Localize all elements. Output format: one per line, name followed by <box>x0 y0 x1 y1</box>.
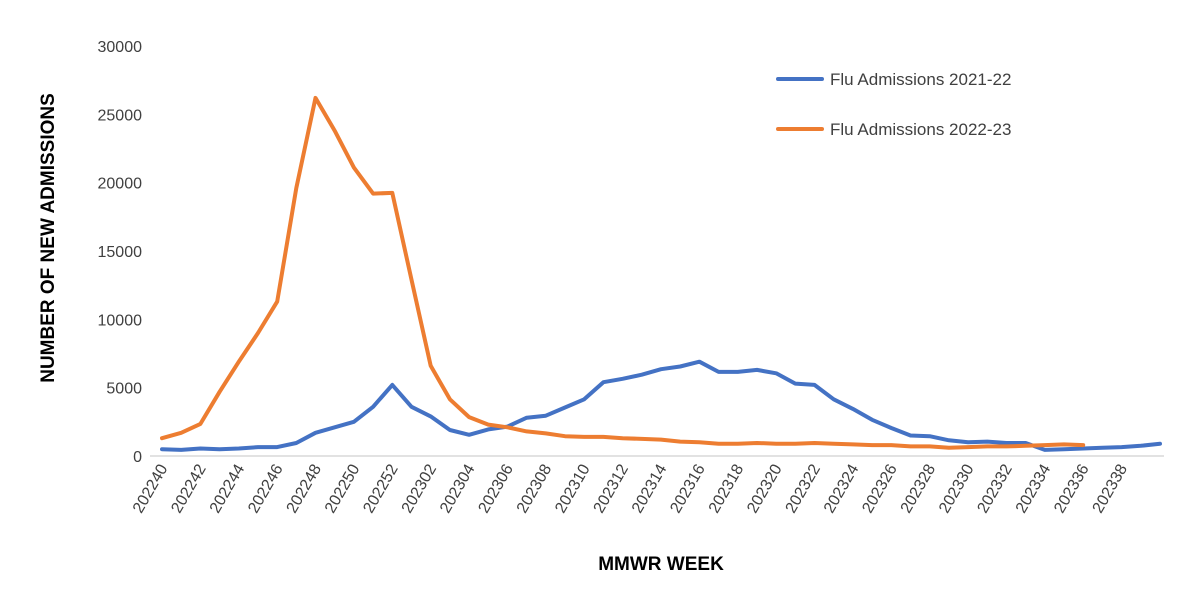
x-tick-label: 202304 <box>437 461 478 516</box>
series-line-2 <box>160 95 1086 450</box>
series-line-1 <box>160 359 1162 452</box>
x-tick-label: 202326 <box>859 461 900 516</box>
x-tick-label: 202308 <box>514 461 555 516</box>
x-tick-label: 202324 <box>821 461 862 516</box>
x-axis-ticks: 2022402022422022442022462022482022502022… <box>130 461 1131 516</box>
x-tick-label: 202312 <box>591 461 632 516</box>
x-tick-label: 202316 <box>667 461 708 516</box>
y-axis-ticks: 0 5000 10000 15000 20000 25000 30000 <box>98 39 143 466</box>
x-tick-label: 202328 <box>898 461 939 516</box>
x-tick-label: 202314 <box>629 461 670 516</box>
x-tick-label: 202322 <box>783 461 824 516</box>
legend-label-1: Flu Admissions 2021-22 <box>830 70 1011 89</box>
y-tick-label: 15000 <box>98 244 143 261</box>
x-tick-label: 202330 <box>936 461 977 516</box>
x-tick-label: 202332 <box>975 461 1016 516</box>
x-tick-label: 202334 <box>1013 461 1054 516</box>
y-tick-label: 10000 <box>98 312 143 329</box>
x-tick-label: 202310 <box>552 461 593 516</box>
x-tick-label: 202302 <box>399 461 440 516</box>
x-tick-label: 202248 <box>284 461 325 516</box>
x-tick-label: 202306 <box>476 461 517 516</box>
x-tick-label: 202242 <box>168 461 209 516</box>
x-tick-label: 202250 <box>322 461 363 516</box>
y-tick-label: 0 <box>133 449 142 466</box>
y-tick-label: 25000 <box>98 107 143 124</box>
y-axis-title: NUMBER OF NEW ADMISSIONS <box>38 93 59 383</box>
y-tick-label: 5000 <box>106 381 142 398</box>
x-tick-label: 202320 <box>744 461 785 516</box>
x-tick-label: 202338 <box>1090 461 1131 516</box>
x-tick-label: 202244 <box>207 461 248 516</box>
y-tick-label: 20000 <box>98 176 143 193</box>
x-tick-label: 202252 <box>360 461 401 516</box>
x-tick-label: 202336 <box>1051 461 1092 516</box>
x-tick-label: 202246 <box>245 461 286 516</box>
x-axis-title: MMWR WEEK <box>598 554 724 575</box>
series-lines <box>160 95 1162 452</box>
y-tick-label: 30000 <box>98 39 143 56</box>
legend-label-2: Flu Admissions 2022-23 <box>830 120 1011 139</box>
x-tick-label: 202240 <box>130 461 171 516</box>
x-tick-label: 202318 <box>706 461 747 516</box>
legend: Flu Admissions 2021-22 Flu Admissions 202… <box>776 70 1011 139</box>
